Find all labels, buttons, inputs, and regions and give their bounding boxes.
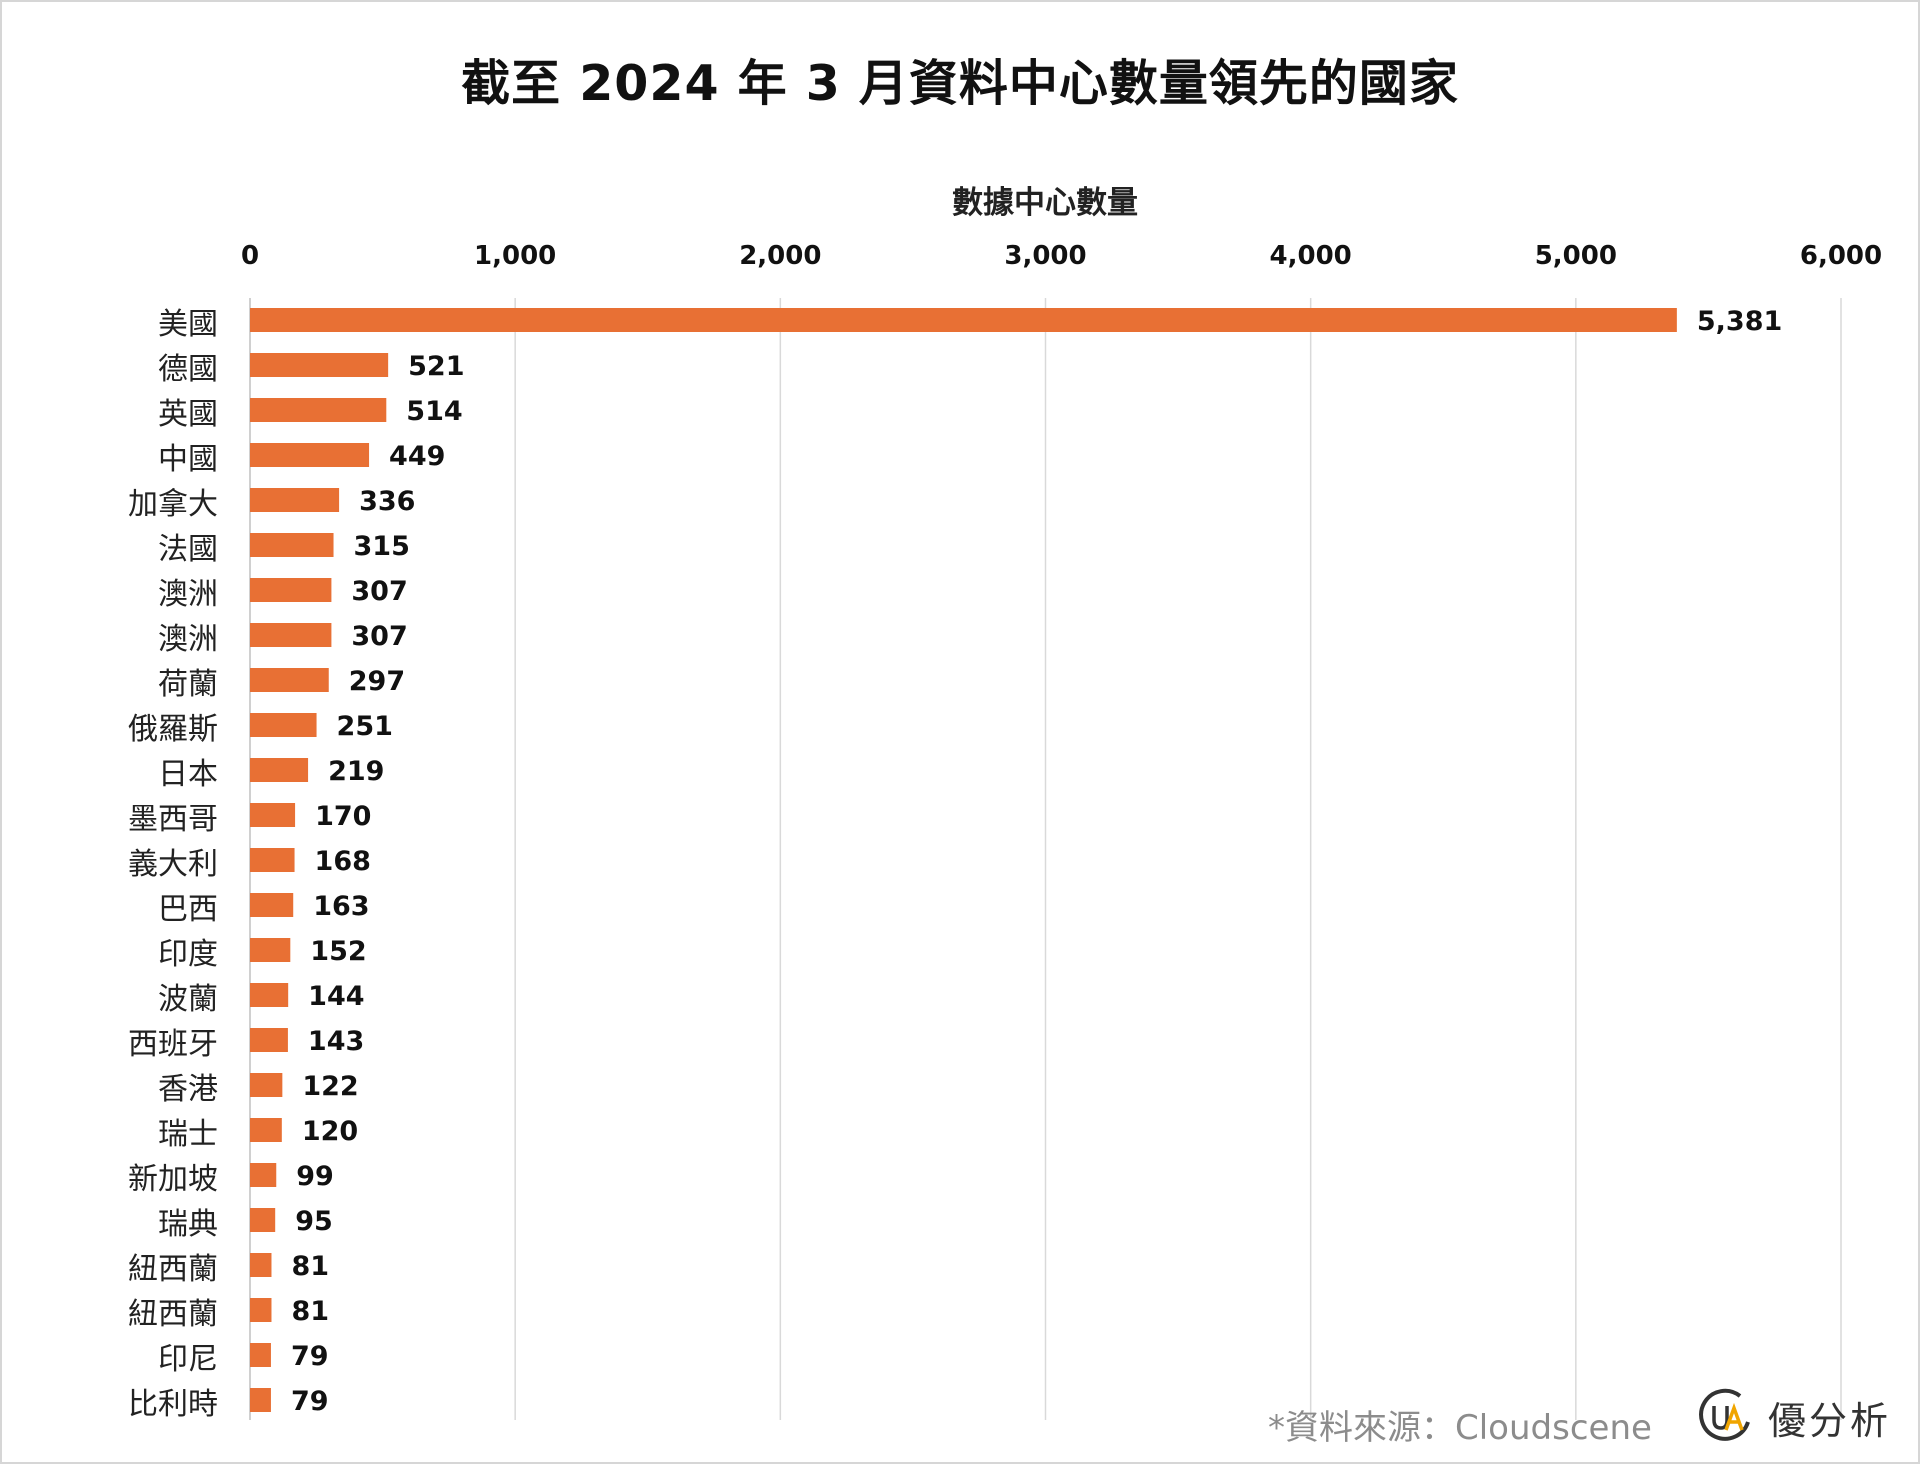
bars bbox=[250, 308, 1677, 1412]
bar bbox=[250, 533, 334, 557]
category-label: 墨西哥 bbox=[128, 802, 218, 837]
data-label: 297 bbox=[349, 666, 405, 697]
bar bbox=[250, 1298, 272, 1322]
bar bbox=[250, 668, 329, 692]
data-label: 81 bbox=[291, 1251, 329, 1282]
bar bbox=[250, 623, 332, 647]
category-label: 日本 bbox=[158, 757, 218, 792]
category-label: 澳洲 bbox=[158, 622, 218, 657]
gridlines bbox=[249, 298, 1842, 1420]
bar bbox=[250, 353, 389, 377]
category-label: 俄羅斯 bbox=[128, 712, 218, 747]
bar bbox=[250, 893, 294, 917]
category-label: 印尼 bbox=[158, 1342, 218, 1377]
category-label: 英國 bbox=[158, 397, 218, 432]
category-label: 澳洲 bbox=[158, 577, 218, 612]
data-label: 219 bbox=[328, 756, 384, 787]
category-label: 香港 bbox=[158, 1072, 218, 1107]
x-tick-label: 1,000 bbox=[474, 241, 556, 271]
category-labels: 美國德國英國中國加拿大法國澳洲澳洲荷蘭俄羅斯日本墨西哥義大利巴西印度波蘭西班牙香… bbox=[128, 307, 218, 1422]
data-label: 170 bbox=[315, 801, 371, 832]
data-label: 143 bbox=[308, 1026, 364, 1057]
category-label: 西班牙 bbox=[128, 1027, 218, 1062]
data-labels: 5,381 521 514 449 336 315 307 307 297 251 219 170 16… bbox=[291, 306, 1782, 1417]
data-label: 79 bbox=[291, 1386, 329, 1417]
data-label: 81 bbox=[291, 1296, 329, 1327]
brand-name: 優分析 bbox=[1768, 1398, 1892, 1443]
data-label: 120 bbox=[302, 1116, 358, 1147]
data-label: 5,381 bbox=[1697, 306, 1782, 337]
x-tick-label: 4,000 bbox=[1270, 241, 1352, 271]
category-label: 瑞士 bbox=[158, 1117, 218, 1152]
category-label: 印度 bbox=[158, 937, 218, 972]
data-label: 307 bbox=[351, 576, 407, 607]
bar bbox=[250, 938, 291, 962]
data-label: 79 bbox=[291, 1341, 329, 1372]
bar bbox=[250, 713, 317, 737]
category-label: 中國 bbox=[158, 442, 218, 477]
bar bbox=[250, 803, 296, 827]
bar bbox=[250, 398, 387, 422]
x-tick-label: 0 bbox=[241, 241, 259, 271]
ua-logo-icon bbox=[1699, 1388, 1750, 1441]
bar bbox=[250, 1028, 288, 1052]
bar bbox=[250, 848, 295, 872]
category-label: 加拿大 bbox=[128, 487, 218, 522]
bar bbox=[250, 1208, 276, 1232]
category-label: 荷蘭 bbox=[158, 667, 218, 702]
data-label: 336 bbox=[359, 486, 415, 517]
data-label: 152 bbox=[310, 936, 366, 967]
data-label: 95 bbox=[295, 1206, 333, 1237]
x-tick-label: 3,000 bbox=[1004, 241, 1086, 271]
data-label: 251 bbox=[337, 711, 393, 742]
data-label: 514 bbox=[406, 396, 462, 427]
data-label: 449 bbox=[389, 441, 445, 472]
data-label: 144 bbox=[308, 981, 364, 1012]
bar bbox=[250, 1163, 277, 1187]
bar bbox=[250, 1343, 271, 1367]
category-label: 德國 bbox=[158, 352, 218, 387]
category-label: 美國 bbox=[158, 307, 218, 342]
data-label: 315 bbox=[354, 531, 410, 562]
x-axis-title: 數據中心數量 bbox=[952, 185, 1138, 221]
bar bbox=[250, 308, 1677, 332]
data-label: 122 bbox=[302, 1071, 358, 1102]
source-note: *資料來源：Cloudscene bbox=[1268, 1408, 1652, 1448]
bar bbox=[250, 488, 340, 512]
category-label: 新加坡 bbox=[128, 1162, 218, 1197]
bar bbox=[250, 983, 289, 1007]
category-label: 紐西蘭 bbox=[128, 1297, 218, 1332]
bar bbox=[250, 758, 309, 782]
x-tick-label: 6,000 bbox=[1800, 241, 1882, 271]
x-tick-label: 2,000 bbox=[739, 241, 821, 271]
brand: 優分析 bbox=[1696, 1388, 1891, 1446]
category-label: 巴西 bbox=[158, 892, 218, 927]
bar bbox=[250, 443, 370, 467]
category-label: 義大利 bbox=[128, 847, 218, 882]
x-tick-labels: 0 1,000 2,000 3,000 4,000 5,000 6,000 bbox=[241, 241, 1882, 271]
data-label: 307 bbox=[351, 621, 407, 652]
chart-title: 截至 2024 年 3 月資料中心數量領先的國家 bbox=[461, 55, 1459, 112]
x-tick-label: 5,000 bbox=[1535, 241, 1617, 271]
bar bbox=[250, 1118, 282, 1142]
category-label: 比利時 bbox=[128, 1387, 218, 1422]
bar bbox=[250, 1073, 283, 1097]
data-label: 521 bbox=[408, 351, 464, 382]
category-label: 紐西蘭 bbox=[128, 1252, 218, 1287]
category-label: 法國 bbox=[158, 532, 218, 567]
bar bbox=[250, 1388, 271, 1412]
bar bbox=[250, 578, 332, 602]
category-label: 波蘭 bbox=[158, 982, 218, 1017]
data-label: 168 bbox=[315, 846, 371, 877]
category-label: 瑞典 bbox=[158, 1207, 218, 1242]
data-label: 99 bbox=[296, 1161, 334, 1192]
data-label: 163 bbox=[313, 891, 369, 922]
bar bbox=[250, 1253, 272, 1277]
